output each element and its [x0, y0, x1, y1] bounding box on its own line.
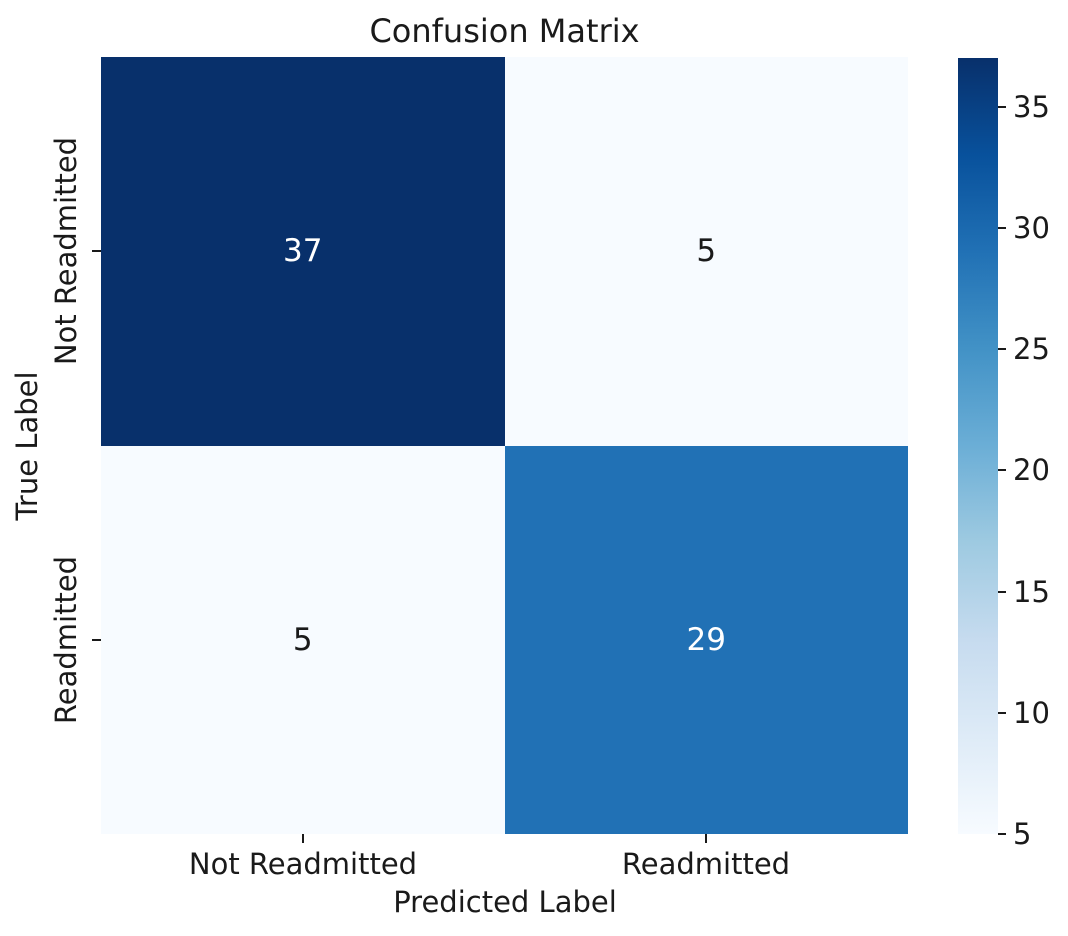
x-axis-label: Predicted Label	[393, 885, 617, 919]
colorbar-tick-mark	[998, 590, 1006, 593]
colorbar-tick-label: 10	[1013, 695, 1050, 730]
y-tick-label-readmitted: Readmitted	[49, 555, 83, 725]
y-tick-mark	[92, 250, 101, 252]
colorbar-tick-label: 35	[1013, 89, 1050, 124]
y-axis-label: True Label	[10, 371, 44, 521]
heatmap: 37 5 5 29	[101, 57, 908, 834]
x-tick-label-readmitted: Readmitted	[621, 847, 791, 881]
x-tick-label-not-readmitted: Not Readmitted	[188, 847, 418, 881]
heatmap-cell-true0-pred1: 5	[504, 57, 908, 446]
colorbar-tick-mark	[998, 469, 1006, 472]
cell-value: 5	[696, 233, 717, 270]
colorbar-tick-mark	[998, 226, 1006, 229]
chart-title: Confusion Matrix	[369, 12, 640, 50]
cell-value: 37	[283, 233, 323, 270]
colorbar-tick-label: 30	[1013, 210, 1050, 245]
colorbar-tick-label: 20	[1013, 453, 1050, 488]
heatmap-cell-true1-pred0: 5	[101, 445, 505, 834]
colorbar-tick-label: 5	[1013, 817, 1032, 851]
heatmap-cell-true0-pred0: 37	[101, 57, 505, 446]
heatmap-cell-true1-pred1: 29	[504, 445, 908, 834]
colorbar	[958, 58, 998, 834]
y-tick-mark	[92, 639, 101, 641]
x-tick-mark	[302, 834, 304, 843]
colorbar-tick-label: 25	[1013, 332, 1050, 366]
cell-value: 29	[686, 621, 726, 658]
y-tick-label-not-readmitted: Not Readmitted	[49, 136, 83, 366]
colorbar-tick-mark	[998, 711, 1006, 714]
x-tick-mark	[705, 834, 707, 843]
colorbar-tick-mark	[998, 105, 1006, 108]
colorbar-tick-mark	[998, 348, 1006, 350]
colorbar-tick-mark	[998, 833, 1006, 835]
cell-value: 5	[292, 621, 313, 658]
colorbar-tick-label: 15	[1013, 574, 1050, 609]
